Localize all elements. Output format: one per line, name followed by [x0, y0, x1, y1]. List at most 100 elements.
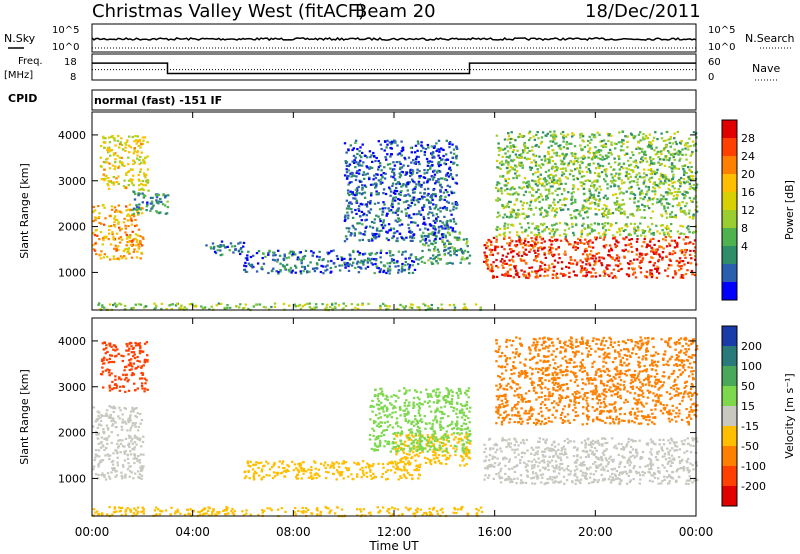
velocity-colorbar-tick: -200 [741, 480, 766, 493]
station-title: Christmas Valley West (fitACF) [92, 1, 365, 22]
velocity-axes: 1000 2000 3000 4000 Slant Range [km] [18, 318, 697, 516]
velocity-colorbar-swatch [722, 426, 737, 447]
power-colorbar-tick: 4 [741, 240, 748, 253]
velocity-colorbar: 200 100 50 15 -15 -50 -100 -200 Velocity [m s⁻¹] [721, 325, 796, 507]
power-region [419, 231, 472, 265]
nave-tick-bottom: 0 [708, 72, 714, 83]
nave-tick-top: 60 [708, 57, 721, 68]
power-colorbar-swatch [722, 264, 737, 283]
freq-unit: [MHz] [4, 70, 33, 81]
velocity-colorbar-swatch [722, 366, 737, 387]
power-colorbar-tick: 20 [741, 168, 755, 181]
nsky-strip: N.Sky 10^5 10^0 10^5 10^0 N.Search [4, 23, 795, 53]
power-colorbar-tick: 8 [741, 222, 748, 235]
velocity-colorbar-tick: 15 [741, 400, 755, 413]
velocity-colorbar-swatch [722, 326, 737, 347]
velocity-ylabel: Slant Range [km] [18, 369, 31, 465]
power-colorbar-swatch [722, 174, 737, 193]
velocity-panel: 1000 2000 3000 4000 Slant Range [km] 200 100 5… [18, 317, 796, 518]
power-region [243, 249, 421, 275]
power-region [483, 235, 698, 280]
power-colorbar-swatch [722, 156, 737, 175]
power-colorbar: 28 24 20 16 12 8 4 Power [dB] [721, 119, 796, 301]
freq-line [92, 62, 696, 75]
velocity-data [92, 336, 699, 518]
velocity-colorbar-title: Velocity [m s⁻¹] [783, 373, 796, 458]
power-ytick-label: 1000 [58, 266, 86, 279]
velocity-colorbar-tick: -15 [741, 420, 759, 433]
velocity-ytick-label: 4000 [58, 335, 86, 348]
beam-title: Beam 20 [355, 1, 436, 22]
power-region [495, 222, 697, 238]
time-tick-label: 20:00 [578, 525, 613, 539]
velocity-colorbar-swatch [722, 386, 737, 407]
velocity-region [483, 437, 699, 486]
time-axis: 00:00 04:00 08:00 12:00 16:00 20:00 00:00 [75, 525, 714, 539]
nsearch-label: N.Search [745, 32, 795, 45]
nsearch-tick-bottom: 10^0 [708, 42, 735, 53]
time-tick-label: 00:00 [679, 525, 714, 539]
power-region [131, 190, 170, 215]
date-title: 18/Dec/2011 [585, 1, 701, 22]
velocity-colorbar-swatch [722, 406, 737, 427]
time-tick-label: 04:00 [175, 525, 210, 539]
nsky-tick-top: 10^5 [52, 25, 79, 36]
velocity-ytick-label: 2000 [58, 427, 86, 440]
power-region [343, 139, 459, 243]
nsky-tick-bottom: 10^0 [52, 42, 79, 53]
velocity-ytick-label: 1000 [58, 472, 86, 485]
time-axis-title: Time UT [368, 539, 419, 553]
velocity-colorbar-tick: -100 [741, 460, 766, 473]
power-colorbar-tick: 24 [741, 150, 755, 163]
power-axes: 1000 2000 3000 4000 Slant Range [km] [18, 112, 697, 310]
power-colorbar-swatch [722, 192, 737, 211]
velocity-colorbar-tick: -50 [741, 440, 759, 453]
freq-tick-top: 18 [64, 57, 77, 68]
velocity-colorbar-swatch [722, 346, 737, 367]
time-tick-label: 00:00 [75, 525, 110, 539]
power-region [205, 240, 246, 257]
power-region [92, 203, 145, 261]
nsky-label: N.Sky [4, 32, 36, 45]
power-colorbar-tick: 12 [741, 204, 755, 217]
power-colorbar-tick: 28 [741, 132, 755, 145]
nsearch-tick-top: 10^5 [708, 25, 735, 36]
cpid-strip: CPID normal (fast) -151 IF [8, 89, 697, 111]
freq-series [92, 62, 696, 75]
power-colorbar-swatch [722, 246, 737, 265]
velocity-colorbar-tick: 100 [741, 360, 762, 373]
power-colorbar-swatch [722, 120, 737, 139]
power-colorbar-swatch [722, 210, 737, 229]
velocity-colorbar-tick: 200 [741, 340, 762, 353]
velocity-region [92, 405, 145, 481]
power-colorbar-tick: 16 [741, 186, 755, 199]
velocity-colorbar-swatch [722, 466, 737, 487]
velocity-ytick-label: 3000 [58, 381, 86, 394]
power-colorbar-swatch [722, 282, 737, 301]
power-colorbar-title: Power [dB] [783, 180, 796, 240]
time-tick-label: 12:00 [377, 525, 412, 539]
power-ytick-label: 4000 [58, 129, 86, 142]
time-tick-label: 16:00 [477, 525, 512, 539]
cpid-label: CPID [8, 92, 37, 105]
velocity-region [92, 505, 484, 518]
power-ytick-label: 2000 [58, 221, 86, 234]
cpid-text: normal (fast) -151 IF [94, 94, 222, 107]
freq-tick-bottom: 8 [70, 72, 76, 83]
velocity-colorbar-tick: 50 [741, 380, 755, 393]
velocity-region [494, 336, 699, 426]
velocity-colorbar-swatch [722, 446, 737, 467]
time-tick-label: 08:00 [276, 525, 311, 539]
power-data [92, 130, 699, 312]
velocity-region [243, 460, 422, 481]
velocity-colorbar-swatch [722, 486, 737, 507]
freq-label: Freq. [18, 56, 43, 67]
power-colorbar-swatch [722, 138, 737, 157]
velocity-region [99, 341, 149, 393]
power-ylabel: Slant Range [km] [18, 163, 31, 259]
velocity-region [368, 387, 472, 454]
power-colorbar-swatch [722, 228, 737, 247]
power-ytick-label: 3000 [58, 175, 86, 188]
nsky-series-line [91, 36, 697, 42]
